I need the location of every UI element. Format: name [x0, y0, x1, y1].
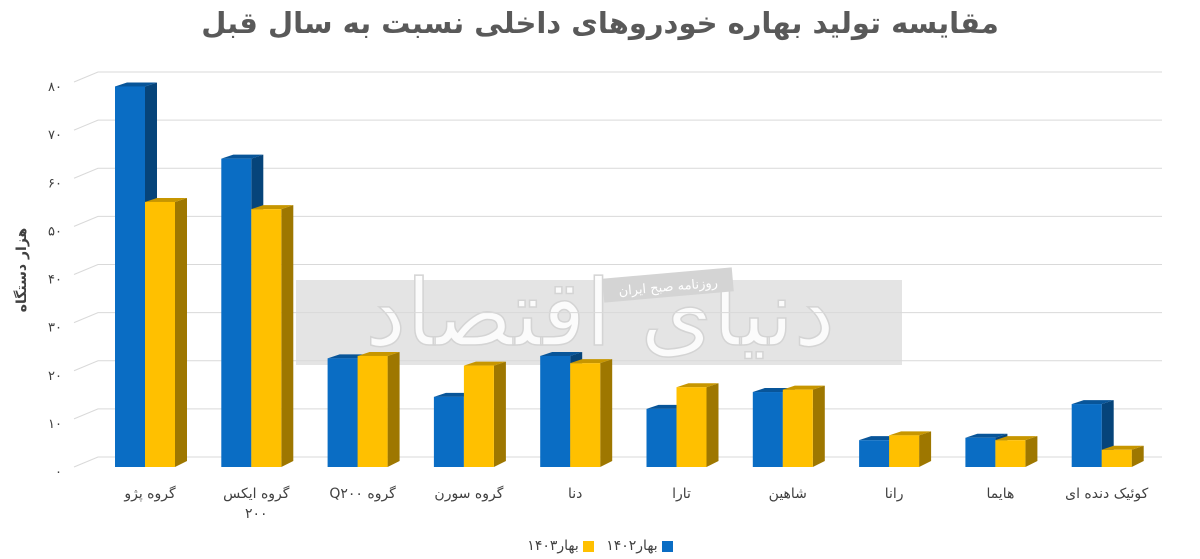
- bar: [433, 396, 464, 467]
- legend-item-2024: بهار۱۴۰۳: [527, 538, 594, 554]
- x-tick-label: گروه ایکس: [223, 485, 290, 502]
- x-tick-label: گروه سورن: [434, 485, 503, 502]
- y-tick-label: ۶۰: [48, 176, 62, 191]
- bar: [782, 389, 813, 467]
- x-tick-label: گروه Q۲۰۰: [329, 485, 396, 502]
- bar: [221, 158, 252, 467]
- bar: [540, 355, 571, 467]
- x-tick-label: کوئیک دنده ای: [1065, 486, 1148, 502]
- gridline: [73, 215, 1162, 227]
- bar-side: [812, 385, 825, 467]
- y-tick-label: ۲۰: [48, 369, 62, 384]
- bar-top: [1101, 445, 1144, 450]
- legend-swatch-2024: [582, 540, 594, 552]
- x-tick-label: گروه پژو: [123, 485, 176, 502]
- bar-side: [600, 359, 613, 467]
- bar: [752, 392, 783, 467]
- bar: [995, 440, 1026, 467]
- watermark-band: [296, 280, 902, 365]
- bar: [676, 387, 707, 467]
- bar-top: [676, 383, 719, 388]
- bar-top: [1071, 400, 1114, 405]
- bar-side: [387, 351, 400, 467]
- bar: [859, 440, 890, 467]
- gridline: [73, 312, 1162, 324]
- bar-top: [221, 154, 264, 159]
- gridline: [73, 71, 1162, 83]
- legend: بهار۱۴۰۲ بهار۱۴۰۳: [0, 538, 1200, 554]
- y-tick-label: ۷۰: [48, 128, 62, 143]
- bar-side: [493, 361, 506, 467]
- x-tick-label: ۲۰۰: [245, 506, 268, 522]
- bar: [115, 86, 145, 467]
- bar: [145, 201, 175, 467]
- bar-top: [995, 436, 1038, 441]
- bar-top: [463, 361, 506, 366]
- bar: [251, 209, 282, 467]
- bar: [1071, 404, 1102, 467]
- bar-top: [965, 433, 1008, 438]
- bar-top: [889, 431, 932, 436]
- bar-top: [251, 205, 294, 210]
- gridline: [73, 264, 1162, 275]
- bar-top: [357, 351, 400, 356]
- y-tick-label: ۰: [55, 465, 62, 480]
- x-tick-label: هایما: [986, 486, 1014, 502]
- bar-top: [540, 351, 583, 356]
- y-axis-label: هزار دستگاه: [13, 228, 30, 312]
- bar-side: [919, 431, 932, 467]
- bar: [357, 355, 388, 467]
- bar-top: [782, 385, 825, 390]
- bar-side: [281, 205, 294, 467]
- bar-side: [175, 197, 187, 467]
- y-tick-label: ۵۰: [48, 224, 62, 239]
- x-tick-label: تارا: [672, 486, 691, 502]
- gridline: [73, 119, 1162, 131]
- bar-top: [570, 359, 613, 364]
- bar-side: [1025, 436, 1038, 467]
- y-tick-label: ۴۰: [48, 273, 62, 288]
- bar-side: [1131, 445, 1144, 467]
- bar-side: [706, 383, 719, 467]
- bar-top: [145, 197, 187, 202]
- bar: [889, 435, 920, 467]
- bar-top: [115, 82, 157, 87]
- x-tick-label: دنا: [568, 486, 582, 502]
- chart-title: مقایسه تولید بهاره خودروهای داخلی نسبت ب…: [201, 6, 999, 40]
- legend-label-2024: بهار۱۴۰۳: [527, 538, 579, 554]
- bar: [463, 365, 494, 467]
- bar: [1101, 449, 1132, 467]
- legend-label-2023: بهار۱۴۰۲: [606, 538, 658, 554]
- watermark-logo: دنیای اقتصاد: [365, 260, 835, 367]
- legend-swatch-2023: [661, 540, 673, 552]
- y-tick-label: ۱۰: [48, 417, 62, 432]
- legend-item-2023: بهار۱۴۰۲: [606, 538, 673, 554]
- bar: [570, 363, 601, 467]
- x-tick-label: رانا: [885, 486, 904, 502]
- y-tick-label: ۸۰: [48, 80, 62, 95]
- bar: [965, 437, 996, 467]
- gridline: [73, 167, 1162, 179]
- bar: [327, 358, 358, 467]
- gridline: [73, 360, 1162, 372]
- bar: [646, 408, 677, 467]
- x-tick-label: شاهین: [769, 486, 807, 502]
- watermark-tag-bg: [602, 267, 734, 303]
- y-tick-label: ۳۰: [48, 321, 62, 336]
